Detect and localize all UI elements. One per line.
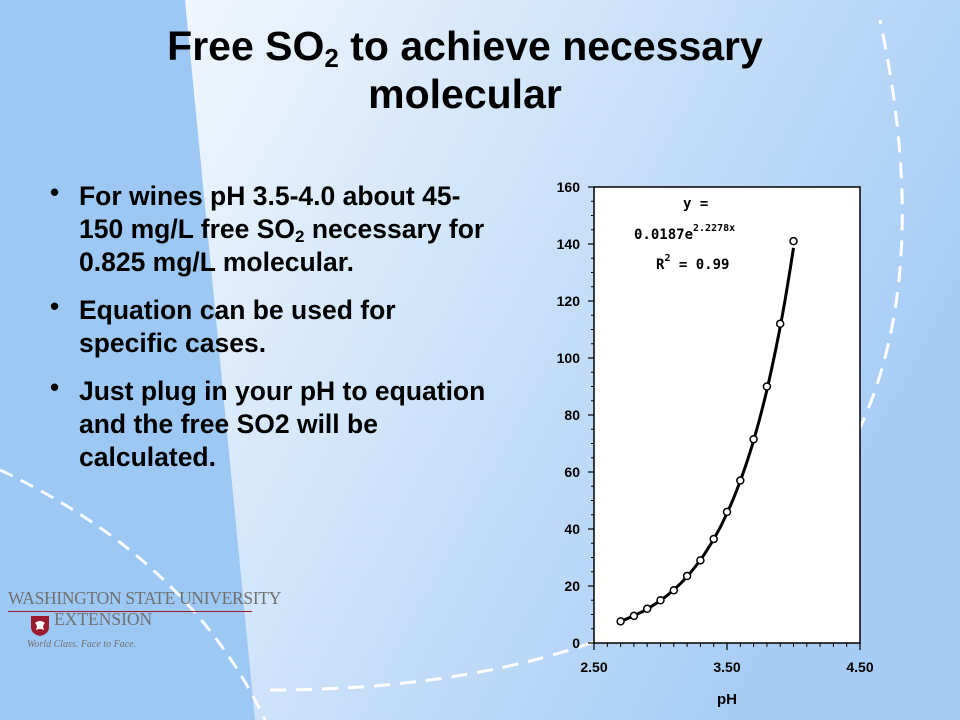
- data-point: [722, 507, 732, 517]
- wsu-extension-logo: WASHINGTON STATE UNIVERSITY EXTENSION Wo…: [8, 588, 281, 658]
- bullet-1-text-end: necessary for 0.825 mg/L molecular.: [79, 214, 485, 277]
- bullet-icon: •: [50, 291, 60, 321]
- logo-divider: [8, 611, 252, 612]
- bullet-item: • Just plug in your pH to equation and t…: [50, 372, 500, 474]
- bullet-item: • For wines pH 3.5-4.0 about 45-150 mg/L…: [50, 177, 500, 279]
- bullet-list: • For wines pH 3.5-4.0 about 45-150 mg/L…: [50, 177, 500, 489]
- bullet-icon: •: [50, 177, 60, 207]
- plot-area: [593, 186, 861, 644]
- data-point: [775, 319, 785, 329]
- data-point: [736, 476, 745, 485]
- data-point: [709, 534, 718, 544]
- data-point: [629, 611, 639, 621]
- equation-line-1: y =: [683, 196, 709, 212]
- y-tick-label: 120: [557, 293, 581, 309]
- title-text-start: Free SO: [167, 23, 325, 69]
- data-point: [682, 571, 692, 581]
- y-tick-label: 40: [564, 521, 580, 537]
- data-point: [656, 596, 665, 605]
- data-point: [696, 556, 705, 565]
- bullet-icon: •: [50, 372, 60, 402]
- logo-university-name: WASHINGTON STATE UNIVERSITY: [8, 588, 282, 608]
- bullet-3-text: Just plug in your pH to equation and the…: [79, 376, 486, 472]
- x-tick-label: 4.50: [846, 659, 873, 675]
- bullet-1-text: For wines pH 3.5-4.0 about 45-150 mg/L f…: [79, 181, 461, 244]
- data-point: [669, 586, 679, 595]
- logo-extension: EXTENSION: [54, 609, 153, 629]
- title-subscript: 2: [324, 43, 339, 73]
- equation-line-2: 0.0187e2.2278x: [634, 223, 736, 244]
- y-tick-label: 60: [564, 464, 580, 480]
- y-tick-label: 20: [564, 578, 580, 594]
- y-tick-label: 140: [557, 236, 581, 252]
- x-tick-label: 2.50: [580, 659, 607, 675]
- x-axis-label: pH: [717, 691, 737, 708]
- slide-title: Free SO2 to achieve necessary molecular: [60, 22, 870, 118]
- logo-tagline: World Class. Face to Face.: [27, 639, 137, 650]
- y-tick-label: 80: [564, 407, 580, 423]
- data-point: [749, 434, 758, 444]
- y-tick-label: 100: [557, 350, 581, 366]
- bullet-2-text: Equation can be used for specific cases.: [79, 295, 396, 358]
- data-point: [789, 236, 798, 246]
- y-tick-label: 0: [572, 635, 580, 651]
- r-squared-label: R2 = 0.99: [656, 253, 730, 274]
- equation-exponent: 2.2278x: [693, 223, 736, 234]
- x-tick-label: 3.50: [713, 659, 740, 675]
- title-line-2: molecular: [368, 71, 562, 117]
- bullet-item: • Equation can be used for specific case…: [50, 291, 500, 360]
- bullet-1-subscript: 2: [295, 227, 305, 246]
- cougar-seal-icon: [31, 616, 49, 636]
- data-point: [762, 382, 772, 391]
- y-tick-label: 160: [557, 179, 581, 195]
- data-point: [642, 604, 652, 614]
- title-text-end: to achieve necessary: [338, 23, 763, 69]
- data-point: [616, 617, 625, 626]
